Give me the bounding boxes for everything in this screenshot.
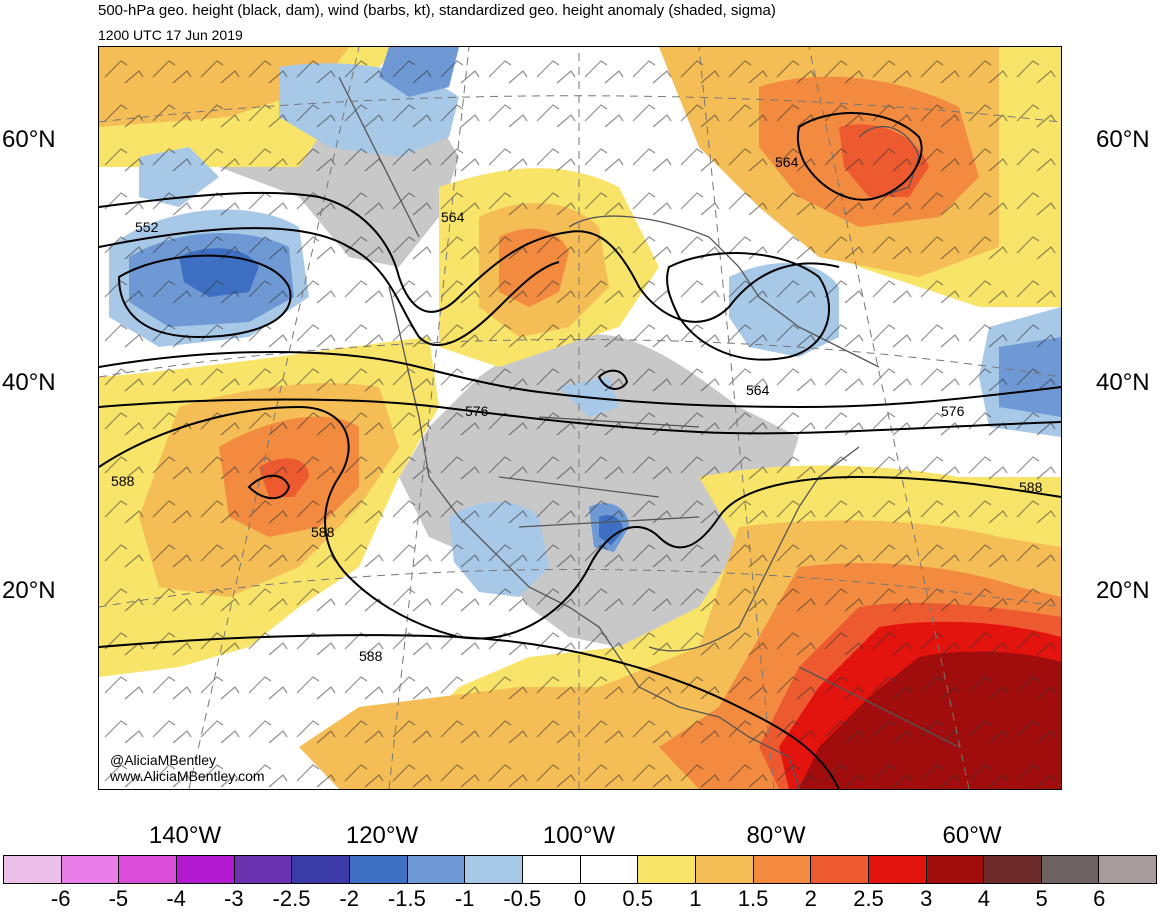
map-svg: 552 564 564 564 576 576 588 588 588 588	[99, 47, 1061, 789]
contour-label: 564	[775, 154, 799, 170]
colorbar-label: -1	[454, 886, 475, 911]
colorbar-label: 0.5	[622, 886, 653, 911]
colorbar-label: -5	[108, 886, 129, 911]
credit-handle: @AliciaMBentley	[110, 752, 217, 768]
contour-label: 588	[311, 524, 335, 540]
lat-label-left: 40°N	[2, 369, 56, 396]
valid-time: 1200 UTC 17 Jun 2019	[98, 27, 243, 43]
contour-label: 552	[135, 219, 159, 235]
height-contours	[99, 112, 1061, 789]
lon-label: 80°W	[746, 822, 806, 849]
colorbar-label: -2.5	[272, 886, 311, 911]
colorbar-swatch	[984, 856, 1042, 883]
colorbar-label: 0	[573, 886, 587, 911]
colorbar-swatch	[4, 856, 62, 883]
colorbar-swatch	[465, 856, 523, 883]
lat-label-left: 20°N	[2, 577, 56, 604]
contour-labels: 552 564 564 564 576 576 588 588 588 588	[111, 154, 1043, 664]
contour-label: 576	[941, 403, 965, 419]
lon-label: 60°W	[942, 822, 1002, 849]
colorbar-label: 2	[804, 886, 817, 911]
colorbar-swatch	[695, 856, 754, 883]
colorbar-swatch	[349, 856, 408, 883]
contour-label: 588	[111, 473, 135, 489]
colorbar-swatch	[119, 856, 177, 883]
contour-label: 564	[441, 209, 465, 225]
colorbar-label: -3	[224, 886, 244, 911]
map-panel: 552 564 564 564 576 576 588 588 588 588	[98, 46, 1062, 790]
colorbar-label: 1	[689, 886, 702, 911]
colorbar-swatch	[638, 856, 696, 883]
colorbar-swatch	[926, 856, 985, 883]
lat-label-right: 60°N	[1096, 126, 1150, 153]
colorbar-label: 3	[920, 886, 933, 911]
colorbar-label: 4	[977, 886, 991, 911]
lon-label: 120°W	[345, 822, 419, 849]
colorbar-swatch	[1041, 856, 1100, 883]
colorbar-swatch	[234, 856, 293, 883]
contour-label: 588	[359, 648, 383, 664]
colorbar-label: 6	[1093, 886, 1106, 911]
colorbar-swatch	[292, 856, 350, 883]
lat-label-right: 40°N	[1096, 369, 1150, 396]
colorbar-label: 2.5	[853, 886, 884, 911]
contour-label: 588	[1019, 479, 1043, 495]
lat-label-right: 20°N	[1096, 577, 1150, 604]
colorbar-label: 1.5	[737, 886, 769, 911]
wind-barbs	[99, 47, 1061, 789]
colorbar-label: 5	[1035, 886, 1048, 911]
lon-label: 100°W	[542, 822, 616, 849]
colorbar-label: -4	[166, 886, 186, 911]
colorbar-swatch	[580, 856, 639, 883]
colorbar-label: -6	[50, 886, 71, 911]
colorbar-swatch	[61, 856, 120, 883]
coastlines	[338, 76, 960, 789]
colorbar	[3, 855, 1157, 884]
colorbar-swatch	[811, 856, 869, 883]
contour-label: 576	[465, 403, 489, 419]
contour-label: 564	[746, 382, 770, 398]
colorbar-label: -1.5	[387, 886, 426, 911]
colorbar-swatch	[407, 856, 466, 883]
colorbar-label: -0.5	[503, 886, 542, 911]
colorbar-swatch	[176, 856, 235, 883]
figure-title: 500-hPa geo. height (black, dam), wind (…	[98, 2, 776, 19]
graticule	[99, 47, 1061, 789]
lat-label-left: 60°N	[2, 126, 56, 153]
colorbar-swatch	[868, 856, 927, 883]
colorbar-label: -2	[339, 886, 359, 911]
lon-label: 140°W	[148, 822, 222, 849]
colorbar-swatch	[1099, 856, 1157, 883]
colorbar-swatch	[753, 856, 812, 883]
credit-website: www.AliciaMBentley.com	[110, 768, 265, 784]
colorbar-swatch	[522, 856, 581, 883]
